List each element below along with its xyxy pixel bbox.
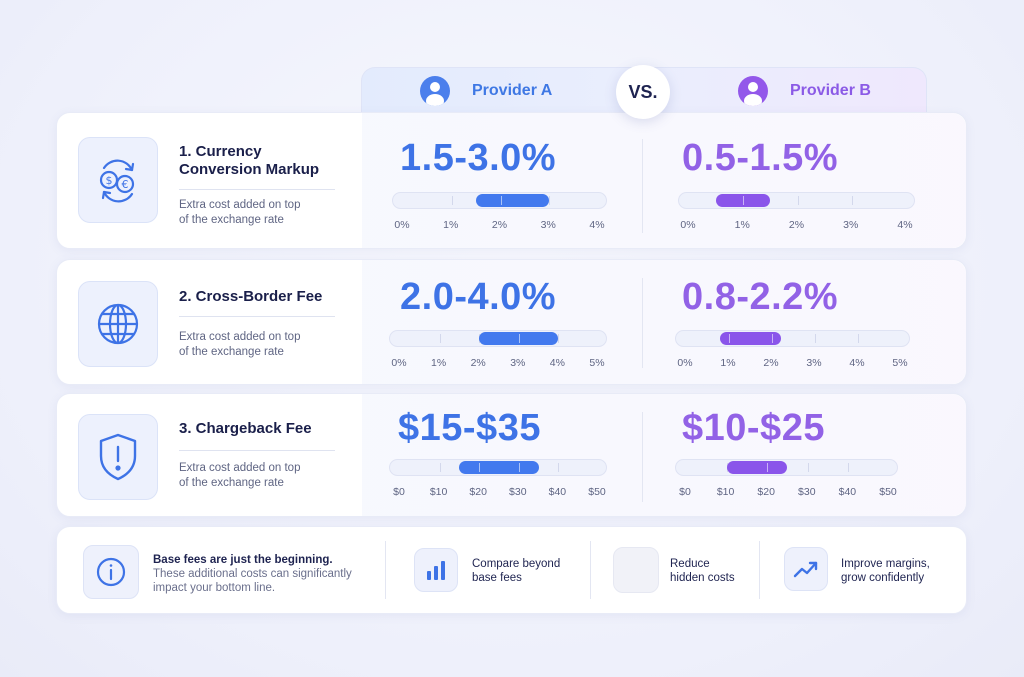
footer-item-reduce: Reduce hidden costs: [670, 558, 735, 584]
tick-label: 0%: [391, 357, 407, 369]
tick-label: 4%: [897, 219, 913, 231]
tick-label: 2%: [788, 219, 805, 231]
tick-label: 5%: [589, 357, 605, 369]
provider-a-header: Provider A: [420, 68, 552, 114]
placeholder-icon: [613, 547, 659, 593]
row-description: Extra cost added on top of the exchange …: [179, 199, 301, 226]
tick-label: $0: [679, 486, 691, 498]
info-icon: [83, 545, 139, 599]
row-description: Extra cost added on top of the exchange …: [179, 331, 301, 358]
row-title: 2. Cross-Border Fee: [179, 288, 323, 305]
svg-text:$: $: [106, 174, 113, 187]
shield-alert-icon: [78, 414, 158, 500]
tick-label: $30: [798, 486, 816, 498]
tick-label: $20: [469, 486, 487, 498]
globe-icon: [78, 281, 158, 367]
tick-label: 3%: [540, 219, 556, 231]
tick-label: 1%: [720, 357, 736, 369]
tick-label: 2%: [470, 357, 486, 369]
bar-chart-icon: [414, 548, 458, 592]
provider-a-value: 1.5-3.0%: [400, 137, 557, 179]
tick-label: 1%: [734, 219, 750, 231]
row-description: Extra cost added on top of the exchange …: [179, 462, 301, 489]
range-track-provider-a: [389, 330, 607, 347]
range-track-provider-b: [678, 192, 915, 209]
provider-b-label: Provider B: [790, 82, 871, 99]
range-fill: [720, 332, 781, 345]
tick-label: 4%: [849, 357, 865, 369]
range-track-provider-a: [392, 192, 607, 209]
tick-label: 3%: [510, 357, 526, 369]
tick-label: 5%: [892, 357, 908, 369]
user-icon: [738, 76, 768, 106]
provider-a-label: Provider A: [472, 82, 553, 99]
tick-label: $30: [509, 486, 527, 498]
user-icon: [420, 76, 450, 106]
tick-label: $40: [548, 486, 567, 498]
vs-badge: VS.: [616, 65, 670, 119]
tick-label: $50: [879, 486, 897, 498]
svg-text:€: €: [122, 178, 129, 191]
provider-b-value: 0.8-2.2%: [682, 276, 839, 318]
tick-label: 2%: [491, 219, 508, 231]
tick-label: 3%: [806, 357, 822, 369]
footer-info: Base fees are just the beginning. These …: [153, 554, 352, 594]
tick-label: 3%: [843, 219, 859, 231]
tick-label: 0%: [394, 219, 410, 231]
currency-exchange-icon: $ €: [78, 137, 158, 223]
tick-label: 0%: [677, 357, 693, 369]
provider-b-header: Provider B: [738, 68, 871, 114]
tick-label: $50: [588, 486, 606, 498]
trend-up-icon: [784, 547, 828, 591]
row-title: 3. Chargeback Fee: [179, 420, 312, 437]
tick-label: 2%: [763, 357, 779, 369]
provider-b-value: 0.5-1.5%: [682, 137, 839, 179]
tick-label: $20: [757, 486, 775, 498]
provider-a-value: $15-$35: [398, 407, 541, 449]
fee-row-cross-border: 2. Cross-Border Fee Extra cost added on …: [56, 259, 967, 385]
row-title: 1. Currency Conversion Markup: [179, 143, 320, 178]
range-track-provider-b: [675, 330, 910, 347]
tick-label: 4%: [549, 357, 565, 369]
tick-label: $0: [393, 486, 405, 498]
tick-label: $10: [429, 486, 448, 498]
tick-label: 1%: [443, 219, 459, 231]
tick-label: $40: [838, 486, 857, 498]
range-fill: [476, 194, 550, 207]
tick-label: 0%: [680, 219, 696, 231]
footer-banner: Base fees are just the beginning. These …: [56, 526, 967, 614]
range-fill: [726, 461, 788, 474]
tick-label: $10: [716, 486, 735, 498]
range-track-provider-b: [675, 459, 898, 476]
range-fill: [479, 332, 559, 345]
range-fill: [459, 461, 539, 474]
footer-item-improve: Improve margins, grow confidently: [841, 558, 930, 584]
footer-item-compare: Compare beyond base fees: [472, 558, 561, 584]
range-track-provider-a: [389, 459, 607, 476]
tick-label: 4%: [589, 219, 605, 231]
provider-a-value: 2.0-4.0%: [400, 276, 557, 318]
fee-row-chargeback: 3. Chargeback Fee Extra cost added on to…: [56, 393, 967, 517]
fee-row-currency-markup: $ € 1. Currency Conversion Markup Extra …: [56, 112, 967, 249]
tick-label: 1%: [431, 357, 447, 369]
provider-b-value: $10-$25: [682, 407, 825, 449]
